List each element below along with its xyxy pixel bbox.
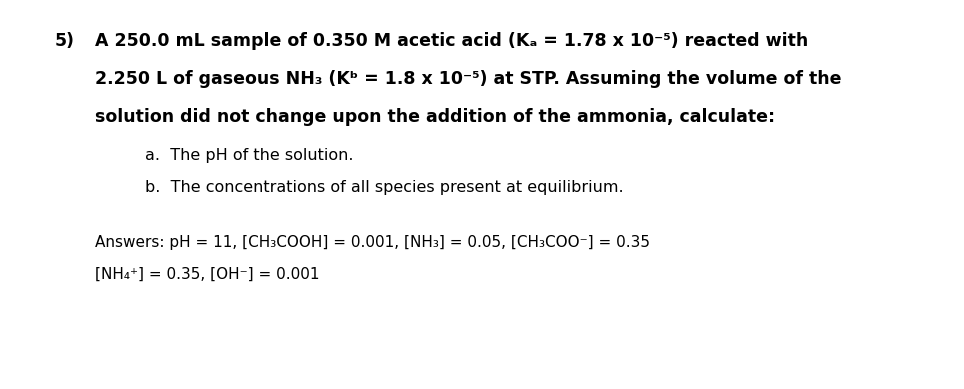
Text: 2.250 L of gaseous NH₃ (Kᵇ = 1.8 x 10⁻⁵) at STP. Assuming the volume of the: 2.250 L of gaseous NH₃ (Kᵇ = 1.8 x 10⁻⁵)… xyxy=(95,70,842,88)
Text: [NH₄⁺] = 0.35, [OH⁻] = 0.001: [NH₄⁺] = 0.35, [OH⁻] = 0.001 xyxy=(95,267,319,282)
Text: solution did not change upon the addition of the ammonia, calculate:: solution did not change upon the additio… xyxy=(95,108,775,126)
Text: a.  The pH of the solution.: a. The pH of the solution. xyxy=(145,148,354,163)
Text: 5): 5) xyxy=(55,32,75,50)
Text: Answers: pH = 11, [CH₃COOH] = 0.001, [NH₃] = 0.05, [CH₃COO⁻] = 0.35: Answers: pH = 11, [CH₃COOH] = 0.001, [NH… xyxy=(95,235,650,250)
Text: b.  The concentrations of all species present at equilibrium.: b. The concentrations of all species pre… xyxy=(145,180,624,195)
Text: A 250.0 mL sample of 0.350 M acetic acid (Kₐ = 1.78 x 10⁻⁵) reacted with: A 250.0 mL sample of 0.350 M acetic acid… xyxy=(95,32,808,50)
